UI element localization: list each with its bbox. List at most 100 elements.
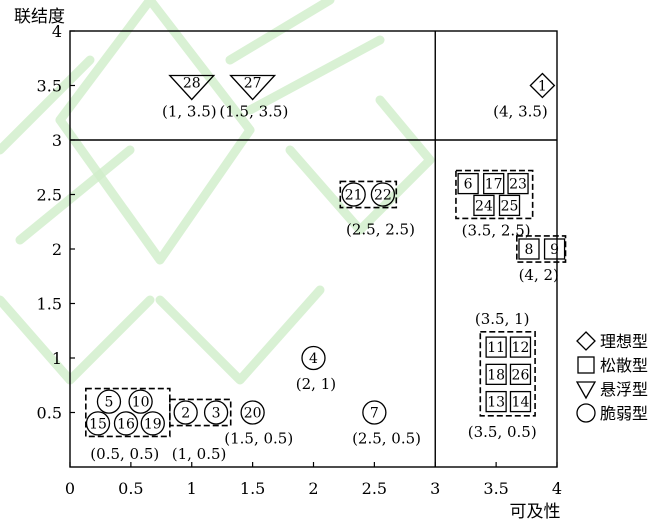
- point-10-circle: [128, 389, 153, 414]
- y-tick-label: 1: [52, 349, 62, 368]
- group-box: [479, 331, 536, 417]
- coordinate-label: (2, 1): [296, 375, 336, 393]
- coordinate-label: (4, 3.5): [493, 103, 548, 121]
- legend-diamond-icon: [576, 331, 596, 351]
- point-26-square: [509, 363, 532, 386]
- point-20-circle: [240, 400, 265, 425]
- point-11-square: [485, 336, 507, 358]
- point-23-label: 23: [509, 177, 527, 193]
- legend-label: 理想型: [600, 332, 648, 351]
- plot-area: 0 0.5 1 1.5 2 2.5 3 3.5 4 0.5 1 1.5 2 2.5 3 3.5 4 (0.5, 0…: [37, 22, 567, 498]
- y-tick-label: 4: [52, 22, 62, 41]
- point-11-label: 11: [487, 340, 505, 356]
- legend-label: 悬浮型: [600, 380, 648, 399]
- group-box: [516, 235, 567, 263]
- point-4-circle: [301, 345, 326, 371]
- x-tick-label: 2.5: [362, 479, 387, 498]
- point-8-label: 8: [525, 242, 534, 258]
- group-label: (4, 2): [519, 266, 559, 284]
- point-25-square: [498, 194, 521, 217]
- point-17-label: 17: [485, 177, 503, 193]
- point-16-circle: [113, 411, 139, 436]
- watermark-stroke: [285, 95, 435, 235]
- point-27-triangle: [229, 74, 277, 101]
- point-16-label: 16: [117, 416, 135, 432]
- y-axis-title: 联结度: [14, 7, 65, 27]
- point-21-label: 21: [345, 188, 363, 204]
- y-tick-label: 3: [52, 131, 62, 150]
- y-tick-label: 0.5: [37, 404, 62, 423]
- point-25-label: 25: [501, 198, 519, 214]
- point-7-circle: [362, 400, 387, 425]
- point-6-square: [457, 172, 479, 195]
- group-box: [455, 169, 534, 220]
- point-20-label: 20: [244, 406, 262, 422]
- legend-label: 脆弱型: [600, 404, 648, 423]
- point-5-label: 5: [104, 395, 113, 411]
- point-14-label: 14: [512, 395, 530, 411]
- point-7-label: 7: [370, 406, 379, 422]
- point-6-label: 6: [464, 177, 473, 193]
- point-27-label: 27: [244, 76, 262, 92]
- x-axis-title: 可及性: [510, 502, 561, 522]
- point-21-circle: [341, 182, 366, 207]
- point-28-label: 28: [183, 76, 201, 92]
- coordinate-label: (3.5, 1): [475, 310, 530, 328]
- point-26-label: 26: [512, 367, 530, 383]
- x-tick-label: 3: [430, 479, 440, 498]
- watermark: [0, 0, 435, 385]
- watermark-stroke: [55, 0, 255, 265]
- point-2-label: 2: [181, 406, 190, 422]
- group-label: (2.5, 2.5): [346, 220, 415, 238]
- legend-label: 松散型: [600, 356, 648, 375]
- point-12-square: [509, 336, 532, 358]
- x-tick-label: 1.5: [240, 479, 265, 498]
- x-tick-label: 0: [65, 479, 75, 498]
- point-19-circle: [140, 411, 165, 436]
- y-tick-label: 1.5: [37, 295, 62, 314]
- x-tick-label: 4: [552, 479, 562, 498]
- point-8-square: [518, 238, 540, 260]
- point-18-label: 18: [487, 367, 505, 383]
- point-13-square: [485, 390, 507, 413]
- x-tick-label: 3.5: [483, 479, 508, 498]
- x-tick-label: 2: [308, 479, 318, 498]
- coordinate-label: (1, 3.5): [162, 103, 217, 121]
- legend-square-icon: [577, 356, 595, 374]
- point-2-circle: [173, 400, 198, 425]
- point-23-square: [507, 172, 529, 195]
- point-24-square: [473, 194, 495, 217]
- point-10-label: 10: [132, 395, 150, 411]
- point-17-square: [483, 172, 505, 195]
- coordinate-label: (1.5, 3.5): [219, 103, 288, 121]
- group-box: [85, 387, 171, 438]
- point-14-square: [509, 390, 532, 413]
- group-label: (0.5, 0.5): [90, 445, 159, 463]
- group-label: (3.5, 0.5): [468, 423, 537, 441]
- point-19-label: 19: [144, 416, 162, 432]
- watermark-stroke: [0, 55, 135, 245]
- group-label: (3.5, 2.5): [462, 221, 531, 239]
- y-tick-label: 3.5: [37, 77, 62, 96]
- x-tick-label: 1: [187, 479, 197, 498]
- watermark-stroke: [0, 295, 155, 385]
- legend-triangle-icon: [575, 381, 597, 400]
- group-box: [339, 180, 398, 209]
- coordinate-label: (2.5, 0.5): [352, 430, 421, 448]
- group-box: [169, 398, 232, 427]
- point-22-label: 22: [374, 188, 392, 204]
- watermark-stroke: [155, 285, 325, 385]
- point-15-label: 15: [89, 416, 107, 432]
- y-tick-label: 2.5: [37, 186, 62, 205]
- point-12-label: 12: [512, 340, 530, 356]
- point-3-circle: [203, 400, 229, 425]
- group-label: (1, 0.5): [172, 445, 227, 463]
- point-4-label: 4: [309, 351, 318, 367]
- legend-circle-icon: [576, 403, 596, 423]
- point-9-square: [543, 238, 566, 260]
- point-13-label: 13: [487, 395, 505, 411]
